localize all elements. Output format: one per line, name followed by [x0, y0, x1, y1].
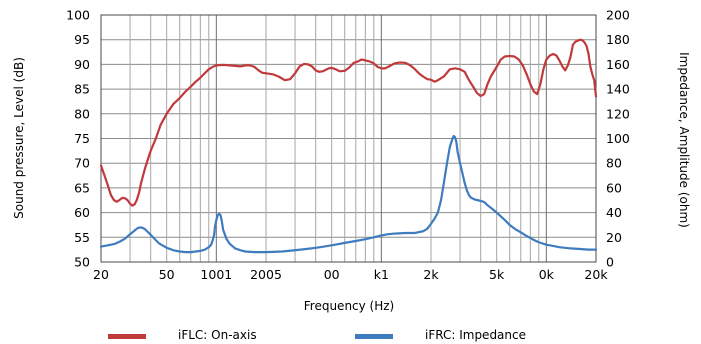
y-left-tick-label: 60 — [74, 205, 90, 220]
y-right-tick-label: 80 — [606, 156, 622, 171]
y-left-tick-label: 65 — [74, 180, 90, 195]
y-left-axis-title: Sound pressure, Level (dB) — [12, 57, 26, 219]
legend-label-on-axis: iFLC: On-axis — [178, 328, 257, 342]
legend-swatch-on-axis — [108, 334, 146, 339]
y-right-tick-label: 180 — [606, 32, 630, 47]
x-tick-label: k1 — [374, 267, 389, 282]
series-lines — [99, 38, 598, 254]
legend-swatch-impedance — [355, 334, 393, 339]
y-right-tick-labels: 0 20 40 60 80 100 120 140 160 180 200 — [606, 8, 630, 270]
y-left-tick-label: 90 — [74, 57, 90, 72]
y-left-tick-label: 80 — [74, 106, 90, 121]
legend-label-impedance: iFRC: Impedance — [425, 328, 526, 342]
impedance-series-line — [99, 134, 598, 254]
y-left-tick-label: 100 — [66, 8, 90, 23]
x-tick-label: 20 — [93, 267, 109, 282]
plot-frame — [100, 14, 597, 263]
y-left-tick-label: 50 — [74, 255, 90, 270]
x-tick-label: 2k — [423, 267, 439, 282]
y-left-tick-label: 55 — [74, 230, 90, 245]
x-tick-label: 1001 — [200, 267, 232, 282]
y-right-axis-title: Impedance, Amplitude (ohm) — [677, 52, 691, 228]
y-left-tick-label: 85 — [74, 82, 90, 97]
y-right-tick-label: 0 — [606, 255, 614, 270]
y-right-tick-label: 40 — [606, 205, 622, 220]
y-right-tick-label: 200 — [606, 8, 630, 23]
x-tick-label: 0k — [539, 267, 555, 282]
y-right-tick-label: 160 — [606, 57, 630, 72]
x-tick-label: 5k — [489, 267, 505, 282]
y-left-tick-label: 95 — [74, 32, 90, 47]
y-left-tick-labels: 50 55 60 65 70 75 80 85 90 95 100 — [66, 8, 90, 270]
x-tick-label: 20k — [584, 267, 608, 282]
x-tick-label: 2005 — [250, 267, 282, 282]
legend: iFLC: On-axis iFRC: Impedance — [108, 328, 526, 342]
y-left-tick-label: 70 — [74, 156, 90, 171]
y-right-tick-label: 60 — [606, 180, 622, 195]
x-axis-title: Frequency (Hz) — [304, 299, 395, 313]
y-right-tick-label: 20 — [606, 230, 622, 245]
y-left-tick-label: 75 — [74, 131, 90, 146]
x-tick-labels: 20 50 1001 2005 00 k1 2k 5k 0k 20k — [93, 267, 608, 282]
x-tick-label: 00 — [324, 267, 340, 282]
y-right-tick-label: 120 — [606, 106, 630, 121]
y-right-tick-label: 140 — [606, 82, 630, 97]
on-axis-series-line — [99, 38, 598, 207]
y-right-tick-label: 100 — [606, 131, 630, 146]
x-tick-label: 50 — [159, 267, 175, 282]
